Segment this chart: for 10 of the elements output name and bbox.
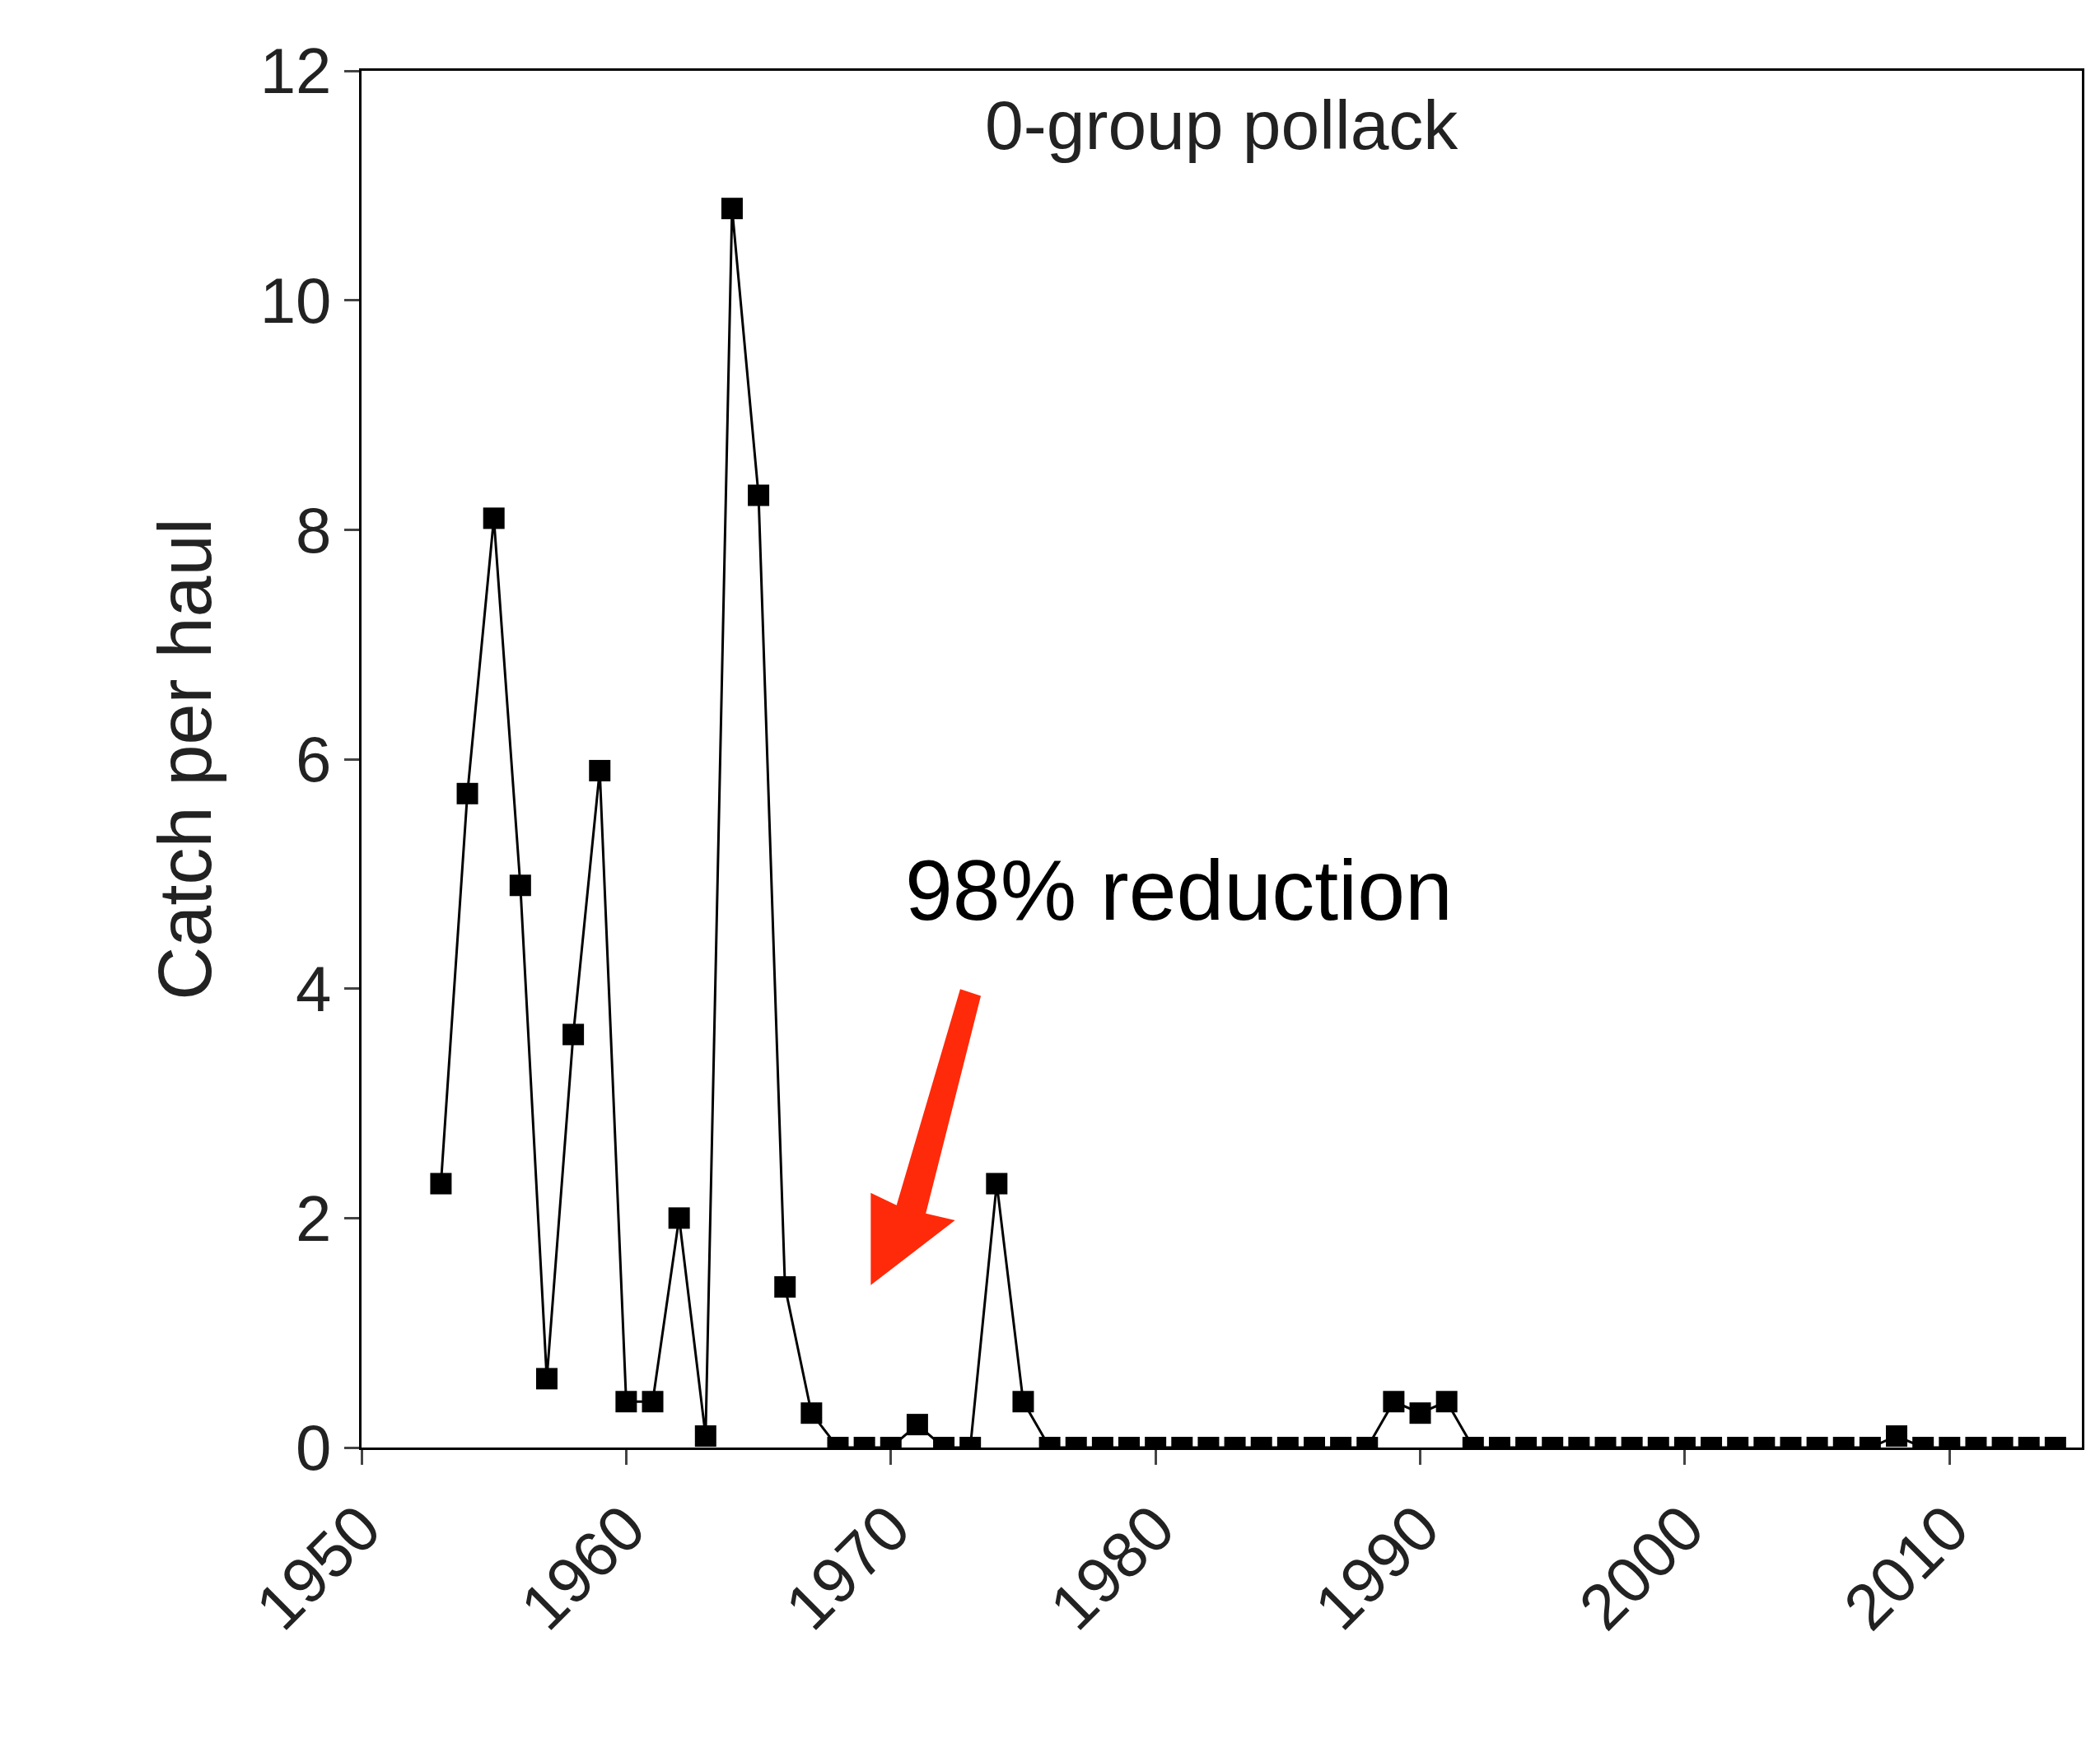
y-tick-label: 12 bbox=[259, 35, 332, 108]
y-axis-title: Catch per haul bbox=[143, 518, 226, 1000]
y-tick-label: 10 bbox=[259, 263, 332, 337]
y-tick-label: 2 bbox=[296, 1182, 332, 1255]
y-tick-label: 4 bbox=[296, 952, 332, 1025]
chart-title: 0-group pollack bbox=[985, 86, 1459, 164]
annotation: 98% reduction bbox=[905, 842, 1453, 938]
y-tick-label: 0 bbox=[296, 1411, 332, 1485]
y-tick-label: 8 bbox=[296, 493, 332, 566]
y-tick-label: 6 bbox=[296, 723, 332, 796]
